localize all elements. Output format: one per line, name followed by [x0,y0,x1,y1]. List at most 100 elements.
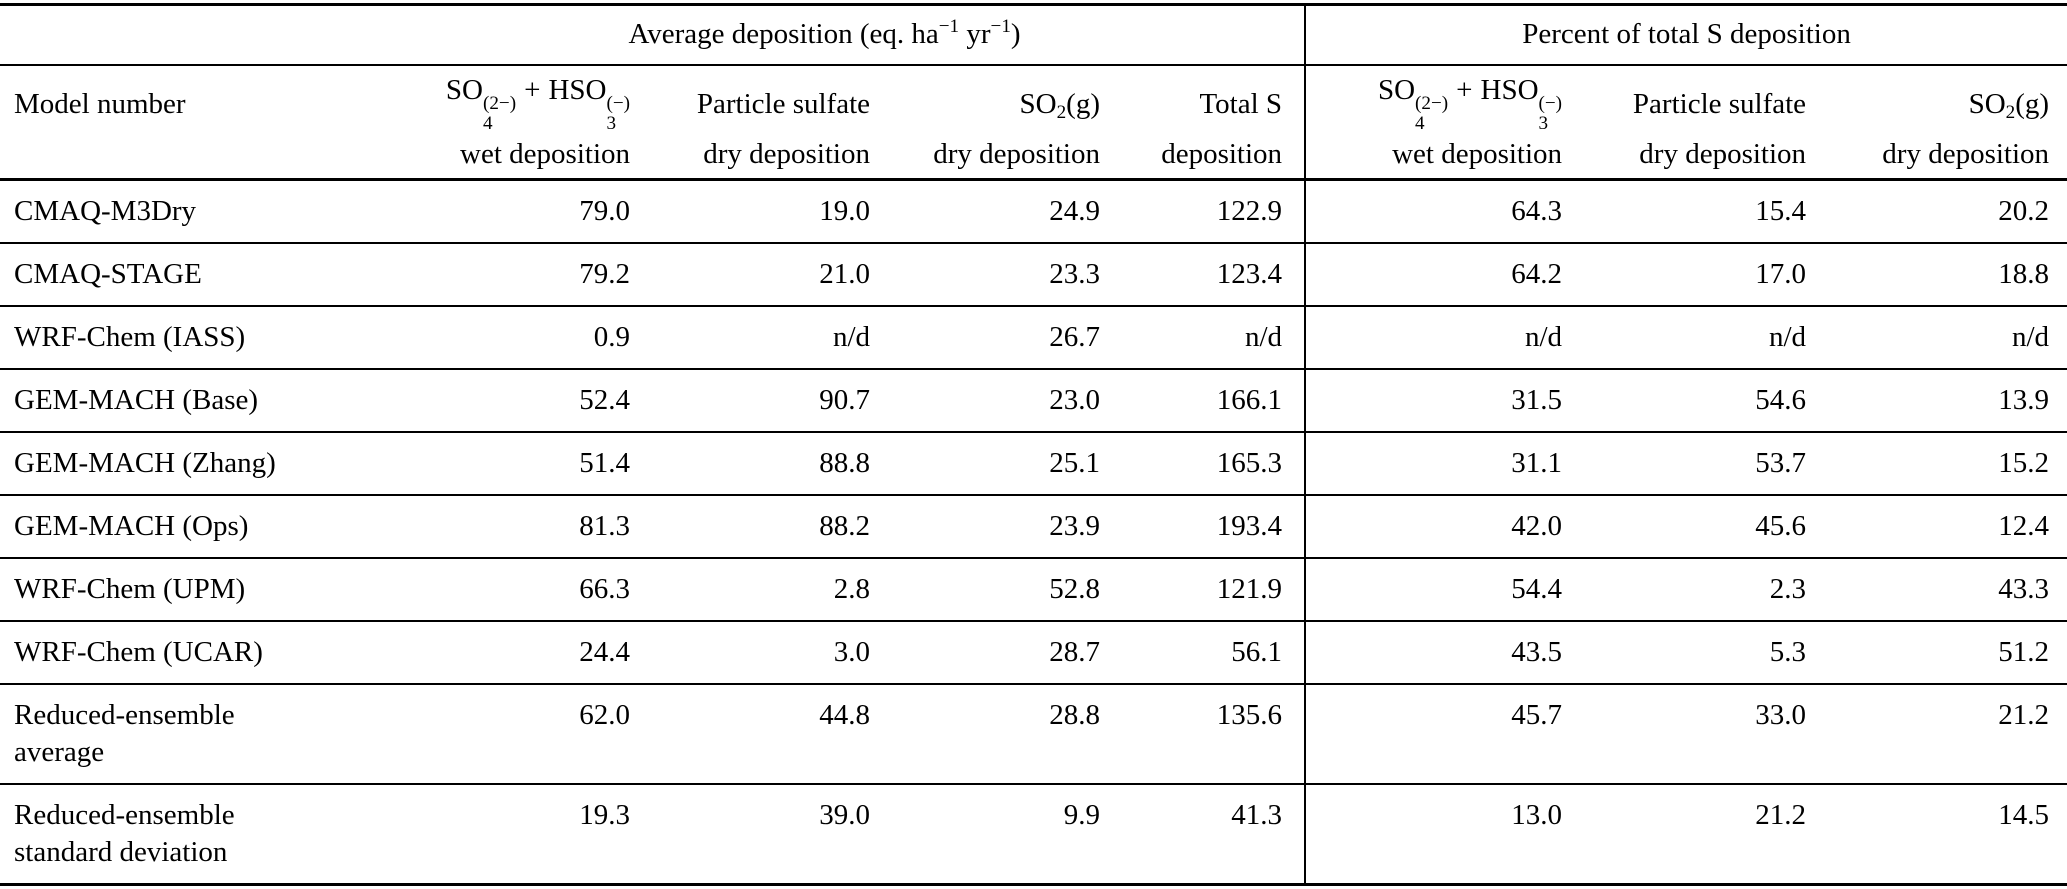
value-cell: 9.9 [870,784,1100,886]
value-cell: 23.3 [870,243,1100,307]
model-name-line: Reduced-ensemble [14,699,235,731]
formula-base: (g) [2015,87,2050,120]
model-name-cell: Reduced-ensemble average [0,684,345,785]
value-cell: 81.3 [345,495,630,559]
column-header-row: Model number SO (2−) 4 + HSO (−) 3 wet deposit… [0,65,2067,181]
value-cell: 43.5 [1304,621,1563,685]
value-cell: 24.4 [345,621,630,685]
formula-base: SO [1019,87,1057,120]
value-cell: 52.8 [870,558,1100,622]
col-header-dry-deposition-label: dry deposition [703,138,870,170]
model-name-cell: GEM-MACH (Base) [0,369,345,433]
value-cell: 165.3 [1100,432,1306,496]
superscript-minus-one: −1 [938,16,960,38]
model-name-cell: GEM-MACH (Zhang) [0,432,345,496]
col-header-wet-deposition-label: wet deposition [460,138,630,170]
formula-subscript: 4 [483,112,493,134]
group-header-average-text: ) [1010,18,1021,50]
formula-plus: + [524,74,541,107]
col-header-dry-deposition-label: dry deposition [1882,138,2050,170]
formula-superscript: (2−) [1415,92,1449,114]
value-cell: n/d [630,306,870,370]
group-header-average-text: Average deposition (eq. ha [628,18,939,50]
group-header-percent-total-s: Percent of total S deposition [1304,4,2067,66]
formula-supsub: (−) 3 [606,93,630,134]
value-cell: 21.2 [1806,684,2067,785]
formula-subscript: 2 [1056,102,1067,124]
value-cell: 2.8 [630,558,870,622]
formula-subscript: 3 [606,112,617,134]
value-cell: 135.6 [1100,684,1306,785]
table-row: GEM-MACH (Zhang) 51.4 88.8 25.1 165.3 31.1 53.… [0,432,2067,496]
model-name-line: Reduced-ensemble [14,799,235,831]
value-cell: 54.6 [1562,369,1807,433]
table-row: WRF-Chem (IASS) 0.9 n/d 26.7 n/d n/d n/d n/d [0,306,2067,370]
table-row: CMAQ-M3Dry 79.0 19.0 24.9 122.9 64.3 15.4 20.2 [0,179,2067,244]
value-cell: 52.4 [345,369,630,433]
value-cell: 53.7 [1562,432,1807,496]
value-cell: 166.1 [1100,369,1306,433]
table-row: CMAQ-STAGE 79.2 21.0 23.3 123.4 64.2 17.0 18.8 [0,243,2067,307]
table-row: Reduced-ensemble standard deviation 19.3 39… [0,784,2067,886]
value-cell: 122.9 [1100,179,1306,244]
value-cell: n/d [1806,306,2067,370]
value-cell: 0.9 [345,306,630,370]
formula-base: HSO [1480,74,1539,107]
col-header-particle-sulfate-avg: Particle sulfate dry deposition [630,65,870,181]
value-cell: 3.0 [630,621,870,685]
value-cell: 24.9 [870,179,1100,244]
col-header-wet-deposition-avg: SO (2−) 4 + HSO (−) 3 wet deposition [345,65,630,181]
value-cell: 88.8 [630,432,870,496]
formula-superscript: (−) [1538,92,1563,114]
value-cell: 31.1 [1304,432,1563,496]
formula-base: (g) [1066,87,1100,120]
formula-supsub: (−) 3 [1538,92,1563,134]
col-header-dry-deposition-label: dry deposition [1639,138,1807,170]
value-cell: n/d [1304,306,1563,370]
model-name-line: average [14,736,105,768]
value-cell: 28.7 [870,621,1100,685]
group-header-average-text: yr [959,18,991,50]
group-header-percent-text: Percent of total S deposition [1522,18,1851,50]
value-cell: 21.0 [630,243,870,307]
formula-base: SO [1968,87,2006,120]
value-cell: 12.4 [1806,495,2067,559]
value-cell: 5.3 [1562,621,1807,685]
value-cell: 19.0 [630,179,870,244]
col-header-dry-deposition-label: dry deposition [933,138,1100,170]
value-cell: 51.2 [1806,621,2067,685]
value-cell: 14.5 [1806,784,2067,886]
formula-supsub: (2−) 4 [1415,92,1449,134]
value-cell: 23.0 [870,369,1100,433]
formula-base: SO [1377,74,1416,107]
value-cell: n/d [1562,306,1807,370]
value-cell: 64.2 [1304,243,1563,307]
group-header-row: Average deposition (eq. ha−1 yr−1) Perce… [0,4,2067,66]
model-name-cell: CMAQ-M3Dry [0,179,345,244]
col-header-model-label: Model number [14,87,186,120]
table-row: GEM-MACH (Ops) 81.3 88.2 23.9 193.4 42.0 45.6 1… [0,495,2067,559]
value-cell: 62.0 [345,684,630,785]
col-header-wet-deposition-pct: SO (2−) 4 + HSO (−) 3 wet deposition [1304,65,1563,181]
formula-superscript: (2−) [483,92,517,114]
value-cell: 88.2 [630,495,870,559]
value-cell: 15.4 [1562,179,1807,244]
model-name-line: GEM-MACH (Ops) [14,510,249,542]
value-cell: 193.4 [1100,495,1306,559]
value-cell: 19.3 [345,784,630,886]
formula-plus: + [1456,74,1473,107]
value-cell: 13.0 [1304,784,1563,886]
formula-supsub: (2−) 4 [483,92,517,134]
formula-base: SO [445,74,483,107]
table-row: Reduced-ensemble average 62.0 44.8 28.8 135.6… [0,684,2067,785]
so4-hso3-formula: SO (2−) 4 + HSO (−) 3 [446,74,630,134]
table-row: GEM-MACH (Base) 52.4 90.7 23.0 166.1 31.5 54.6… [0,369,2067,433]
group-header-spacer [0,4,345,66]
col-header-so2-avg: SO2(g) dry deposition [870,65,1100,181]
value-cell: 26.7 [870,306,1100,370]
value-cell: 21.2 [1562,784,1807,886]
model-name-cell: WRF-Chem (UPM) [0,558,345,622]
col-header-particle-sulfate-pct: Particle sulfate dry deposition [1562,65,1807,181]
value-cell: 66.3 [345,558,630,622]
